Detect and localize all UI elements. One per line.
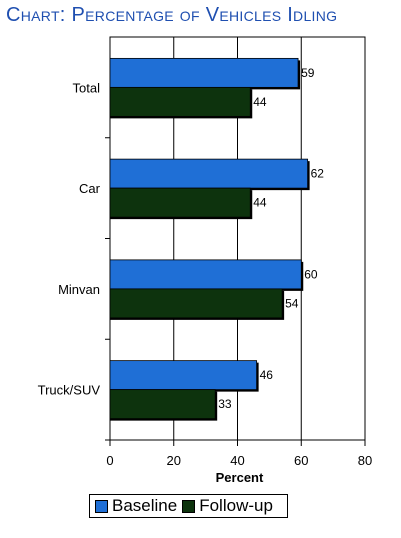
category-label: Truck/SUV <box>38 383 101 398</box>
bar-follow-up <box>109 86 251 117</box>
data-label: 44 <box>253 196 267 210</box>
chart-title: Chart: Percentage of Vehicles Idling <box>6 4 338 26</box>
bar-baseline <box>109 158 309 189</box>
legend-label-follow-up: Follow-up <box>199 496 273 515</box>
data-label: 33 <box>218 397 232 411</box>
bar-follow-up <box>109 389 216 420</box>
category-label: Total <box>73 80 101 95</box>
bar-baseline <box>109 259 302 290</box>
data-label: 62 <box>311 167 325 181</box>
category-label: Minvan <box>58 282 100 297</box>
x-tick-label: 0 <box>106 453 113 468</box>
data-label: 59 <box>301 66 315 80</box>
x-tick-label: 60 <box>294 453 308 468</box>
x-axis-label: Percent <box>216 470 264 485</box>
data-label: 60 <box>304 267 318 281</box>
legend-label-baseline: Baseline <box>112 496 178 515</box>
legend-swatch-follow-up <box>182 499 196 513</box>
bar-follow-up <box>109 187 251 218</box>
bar-follow-up <box>109 288 283 319</box>
data-label: 46 <box>260 368 274 382</box>
legend-swatch-baseline <box>95 499 108 513</box>
bar-baseline <box>109 360 258 391</box>
data-label: 54 <box>285 296 299 310</box>
category-label: Car <box>79 181 101 196</box>
x-tick-label: 20 <box>167 453 181 468</box>
bar-baseline <box>109 57 299 88</box>
legend-item-follow-up: Follow-up <box>182 496 273 516</box>
data-label: 44 <box>253 95 267 109</box>
chart-legend: Baseline Follow-up <box>89 494 288 518</box>
x-tick-label: 80 <box>358 453 372 468</box>
legend-item-baseline: Baseline <box>95 496 177 516</box>
x-tick-label: 40 <box>230 453 244 468</box>
